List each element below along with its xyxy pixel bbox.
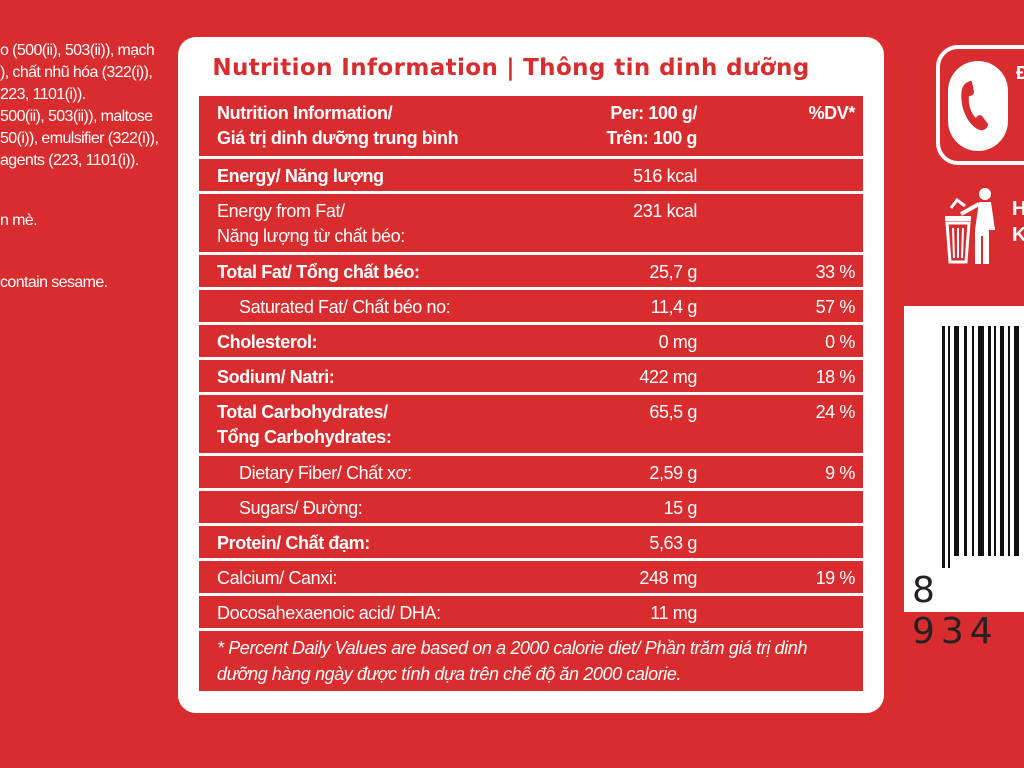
ingredients-line: 50(i)), emulsifier (322(i)), <box>0 130 159 147</box>
ingredients-line: ), chất nhũ hóa (322(i)), <box>0 64 153 81</box>
row-per: 231 kcal <box>633 201 697 221</box>
barcode-number: 8 934 <box>912 570 999 652</box>
header-per-line2: Trên: 100 g <box>606 128 697 148</box>
row-name: Sugars/ Đường: <box>239 498 363 518</box>
table-row: Energy/ Năng lượng 516 kcal <box>199 159 863 191</box>
ingredients-text: o (500(ii), 503(ii)), mạch ), chất nhũ h… <box>0 40 180 294</box>
row-dv: 24 % <box>815 402 856 422</box>
row-per: 25,7 g <box>649 262 697 282</box>
row-dv: 18 % <box>815 367 856 387</box>
row-per: 0 mg <box>658 332 698 352</box>
row-dv: 19 % <box>815 568 856 588</box>
title-en: Nutrition Information <box>212 55 499 81</box>
row-dv: 57 % <box>815 297 856 317</box>
panel-title: Nutrition Information | Thông tin dinh d… <box>181 40 881 96</box>
row-dv: 33 % <box>815 262 856 282</box>
title-separator: | <box>506 55 516 81</box>
ingredients-line: 223, 1101(i)). <box>0 86 86 103</box>
ingredients-line: 500(ii), 503(ii)), maltose <box>0 108 153 125</box>
ingredients-line: agents (223, 1101(i)). <box>0 152 139 169</box>
table-row: Docosahexaenoic acid/ DHA: 11 mg <box>199 596 863 628</box>
row-name: Calcium/ Canxi: <box>217 568 338 588</box>
nutrition-table: Nutrition Information/ Giá trị dinh dưỡn… <box>181 96 881 628</box>
row-name-line1: Total Carbohydrates/ <box>217 402 388 422</box>
row-name: Total Carbohydrates/ Tổng Carbohydrates: <box>217 400 392 450</box>
footnote-line1: * Percent Daily Values are based on a 20… <box>217 638 808 658</box>
row-per: 5,63 g <box>649 533 697 553</box>
row-per: 2,59 g <box>649 463 697 483</box>
row-name: Energy from Fat/ Năng lượng từ chất béo: <box>217 199 405 249</box>
table-row: Cholesterol: 0 mg 0 % <box>199 325 863 357</box>
table-row: Sugars/ Đường: 15 g <box>199 491 863 523</box>
row-per: 11,4 g <box>650 297 698 317</box>
row-per: 11 mg <box>650 603 697 623</box>
right-side-area: Đị H K <box>896 0 1024 768</box>
footnote: * Percent Daily Values are based on a 20… <box>199 631 863 691</box>
footnote-line2: dưỡng hàng ngày được tính dựa trên chế đ… <box>217 664 682 684</box>
row-dv: 9 % <box>825 463 855 483</box>
row-name-line2: Tổng Carbohydrates: <box>217 427 392 447</box>
table-row: Energy from Fat/ Năng lượng từ chất béo:… <box>199 194 863 252</box>
title-vi: Thông tin dinh dưỡng <box>523 55 810 81</box>
row-name: Dietary Fiber/ Chất xơ: <box>239 463 412 483</box>
row-per: 65,5 g <box>649 402 697 422</box>
table-header-row: Nutrition Information/ Giá trị dinh dưỡn… <box>199 96 863 156</box>
row-name: Sodium/ Natri: <box>217 367 335 387</box>
disposal-text-line2: K <box>1012 224 1024 246</box>
table-row: Total Fat/ Tổng chất béo: 25,7 g 33 % <box>199 255 863 287</box>
ingredients-line: contain sesame. <box>0 274 108 291</box>
header-dv: %DV* <box>808 103 856 123</box>
row-per: 516 kcal <box>633 166 697 186</box>
header-name-line1: Nutrition Information/ <box>217 103 393 123</box>
row-per: 422 mg <box>639 367 697 387</box>
ingredients-line: o (500(ii), 503(ii)), mạch <box>0 42 155 59</box>
hotline-box: Đị <box>936 45 1024 165</box>
trash-disposal-icon <box>941 186 1003 266</box>
row-per: 15 g <box>663 498 698 518</box>
row-name: Cholesterol: <box>217 332 318 352</box>
hotline-text: Đị <box>1016 63 1024 83</box>
row-name: Saturated Fat/ Chất béo no: <box>239 297 451 317</box>
table-row: Calcium/ Canxi: 248 mg 19 % <box>199 561 863 593</box>
table-row: Sodium/ Natri: 422 mg 18 % <box>199 360 863 392</box>
header-name: Nutrition Information/ Giá trị dinh dưỡn… <box>217 101 459 151</box>
barcode: 8 934 <box>904 306 1024 652</box>
nutrition-panel: Nutrition Information | Thông tin dinh d… <box>178 37 884 713</box>
ingredients-line: n mè. <box>0 212 38 229</box>
row-per: 248 mg <box>639 568 697 588</box>
row-name: Protein/ Chất đạm: <box>217 533 370 553</box>
disposal-text-line1: H <box>1012 198 1024 220</box>
table-row: Dietary Fiber/ Chất xơ: 2,59 g 9 % <box>199 456 863 488</box>
header-name-line2: Giá trị dinh dưỡng trung bình <box>217 128 459 148</box>
barcode-bars <box>942 326 1019 568</box>
row-name-line1: Energy from Fat/ <box>217 201 345 221</box>
row-name: Docosahexaenoic acid/ DHA: <box>217 603 441 623</box>
row-name-line2: Năng lượng từ chất béo: <box>217 226 405 246</box>
table-row: Total Carbohydrates/ Tổng Carbohydrates:… <box>199 395 863 453</box>
disposal-text: H K <box>1012 196 1024 248</box>
table-row: Protein/ Chất đạm: 5,63 g <box>199 526 863 558</box>
table-row: Saturated Fat/ Chất béo no: 11,4 g 57 % <box>199 290 863 322</box>
phone-icon <box>948 61 1008 151</box>
row-name: Energy/ Năng lượng <box>217 166 384 186</box>
row-dv: 0 % <box>825 332 855 352</box>
row-name: Total Fat/ Tổng chất béo: <box>217 262 420 282</box>
header-per: Per: 100 g/ Trên: 100 g <box>606 101 697 151</box>
header-per-line1: Per: 100 g/ <box>610 103 697 123</box>
